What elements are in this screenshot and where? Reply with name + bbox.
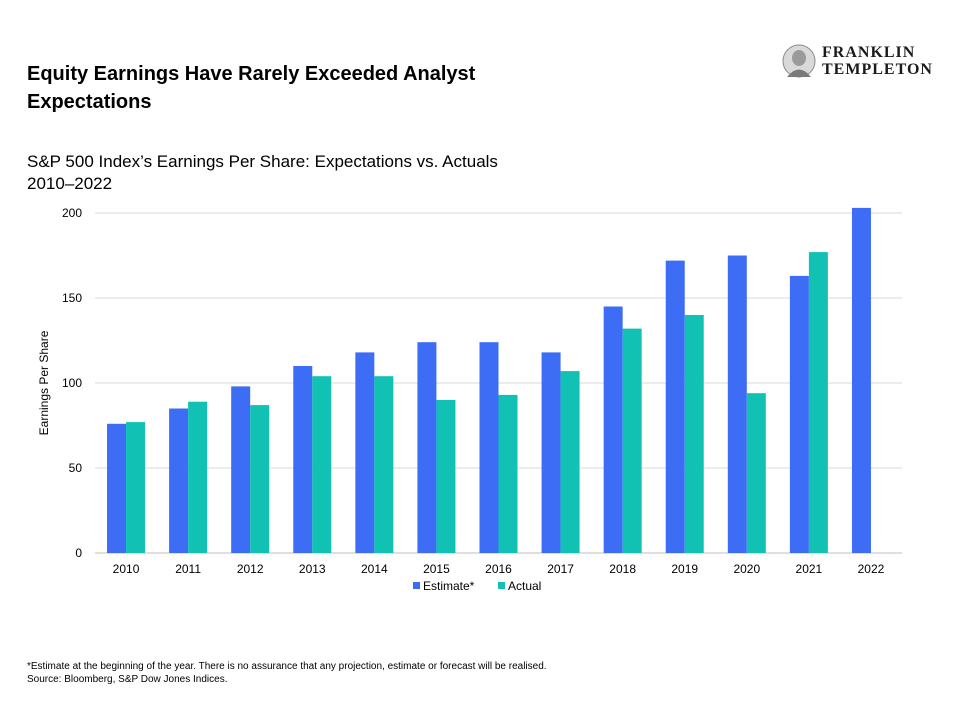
footnote-line-1: *Estimate at the beginning of the year. … (27, 661, 547, 672)
x-tick-label: 2018 (609, 562, 636, 576)
x-tick-label: 2016 (485, 562, 512, 576)
legend-swatch (413, 582, 420, 589)
bar-estimate (355, 352, 375, 553)
bar-estimate (293, 366, 313, 553)
bar-actual (560, 371, 580, 553)
subtitle-line-2: 2010–2022 (27, 174, 113, 193)
bar-estimate (789, 275, 809, 553)
bar-estimate (231, 386, 251, 553)
bar-estimate (665, 260, 685, 553)
bar-actual (312, 376, 332, 553)
x-tick-label: 2014 (361, 562, 388, 576)
y-tick-label: 100 (62, 376, 82, 390)
franklin-templeton-logo: FRANKLIN TEMPLETON (782, 44, 942, 80)
bar-actual (126, 422, 146, 553)
title-line-2: Expectations (27, 91, 152, 113)
bar-actual (746, 393, 766, 553)
x-tick-label: 2015 (423, 562, 450, 576)
x-tick-label: 2020 (733, 562, 760, 576)
y-tick-label: 200 (62, 206, 82, 220)
bar-actual (250, 405, 270, 553)
x-tick-label: 2011 (175, 562, 201, 576)
title-line-1: Equity Earnings Have Rarely Exceeded Ana… (27, 63, 476, 85)
bar-estimate (851, 207, 871, 553)
bar-actual (498, 394, 518, 553)
bar-actual (684, 315, 704, 553)
x-tick-label: 2019 (671, 562, 698, 576)
footnote: *Estimate at the beginning of the year. … (27, 660, 547, 686)
x-tick-label: 2013 (299, 562, 326, 576)
y-tick-label: 150 (62, 291, 82, 305)
bar-estimate (417, 342, 437, 553)
x-tick-label: 2012 (237, 562, 264, 576)
subtitle-line-1: S&P 500 Index’s Earnings Per Share: Expe… (27, 152, 498, 171)
x-tick-label: 2021 (796, 562, 823, 576)
y-tick-label: 0 (75, 546, 82, 560)
x-tick-label: 2017 (547, 562, 574, 576)
bar-actual (808, 252, 828, 553)
x-tick-label: 2010 (113, 562, 140, 576)
franklin-portrait-icon (782, 44, 816, 78)
bar-estimate (169, 408, 189, 553)
bar-estimate (107, 423, 127, 553)
legend-swatch (498, 582, 505, 589)
y-tick-label: 50 (69, 461, 83, 475)
x-tick-label: 2022 (858, 562, 885, 576)
bar-estimate (479, 342, 499, 553)
bar-estimate (603, 306, 623, 553)
bar-actual (188, 401, 208, 553)
legend-label: Estimate* (423, 579, 475, 593)
logo-text: FRANKLIN TEMPLETON (822, 44, 933, 78)
bar-chart: 0 50 100 150 200 Earnings Per Share 2010 2011 20… (37, 206, 902, 593)
bar-estimate (541, 352, 561, 553)
chart-title: Equity Earnings Have Rarely Exceeded Ana… (27, 60, 627, 116)
bar-actual (374, 376, 394, 553)
y-axis-label: Earnings Per Share (37, 330, 51, 435)
logo-line-2: TEMPLETON (822, 61, 933, 78)
legend-label: Actual (508, 579, 541, 593)
logo-line-1: FRANKLIN (822, 44, 916, 61)
bar-estimate (727, 255, 747, 553)
footnote-line-2: Source: Bloomberg, S&P Dow Jones Indices… (27, 674, 228, 685)
chart-subtitle: S&P 500 Index’s Earnings Per Share: Expe… (27, 151, 498, 195)
bar-actual (436, 400, 456, 553)
bar-actual (622, 328, 642, 553)
